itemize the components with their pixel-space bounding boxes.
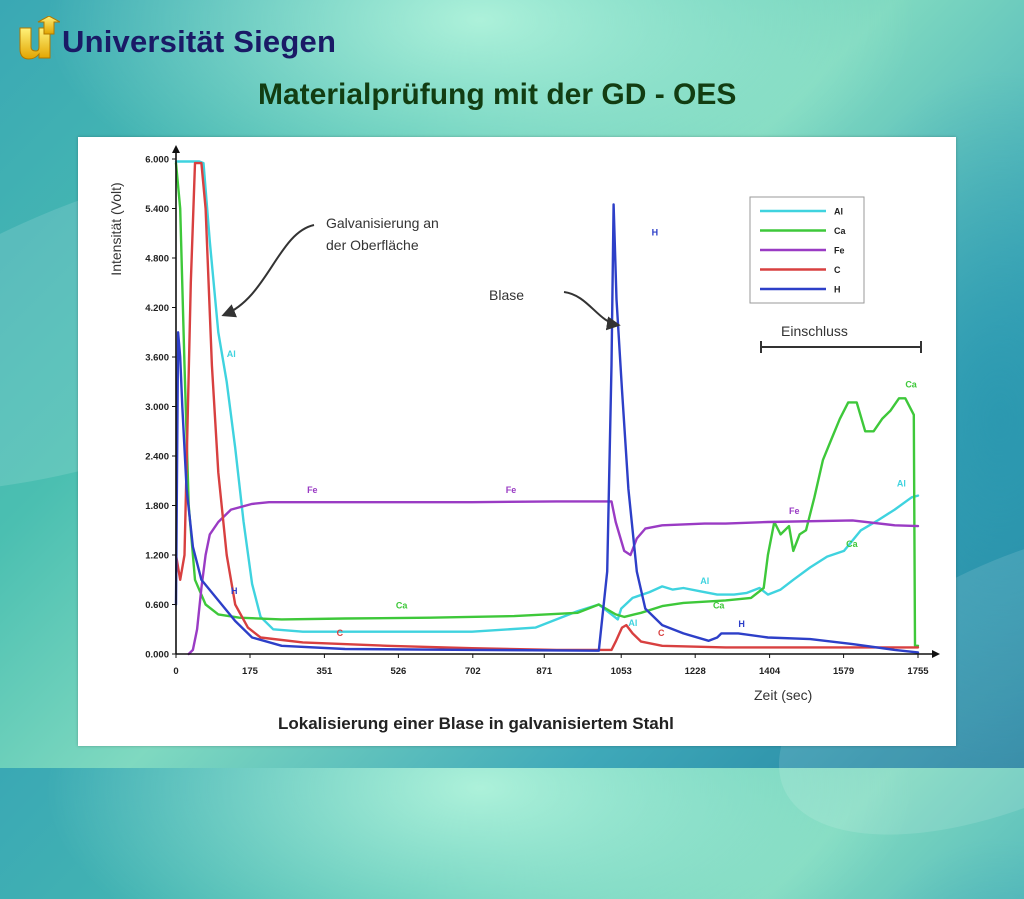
series-label-h: H (652, 228, 659, 238)
series-label-al: Al (897, 479, 906, 489)
x-axis-arrow (932, 650, 940, 658)
y-tick-label: 5.400 (145, 204, 169, 215)
series-label-ca: Ca (905, 380, 917, 390)
series-label-c: C (337, 628, 344, 638)
x-tick-label: 526 (390, 666, 406, 677)
series-label-al: Al (628, 618, 637, 628)
annotation-blase-arrow (563, 291, 621, 331)
x-tick-label: 351 (316, 666, 333, 677)
series-line-al (174, 160, 920, 633)
university-logo (18, 15, 61, 60)
x-axis-title: Zeit (sec) (754, 687, 812, 703)
legend-label-h: H (834, 285, 841, 295)
series-label-h: H (738, 619, 745, 629)
annotation-galvanisierung-line2: der Oberfläche (326, 237, 419, 253)
x-tick-label: 0 (173, 666, 178, 677)
legend-label-c: C (834, 265, 841, 275)
series-label-fe: Fe (307, 485, 318, 495)
annotation-galvanisierung-arrow (221, 224, 315, 318)
x-tick-label: 1053 (611, 666, 632, 677)
slide-title: Materialprüfung mit der GD - OES (258, 78, 737, 111)
chart-legend: Al Ca Fe CH (749, 196, 865, 304)
y-tick-label: 3.600 (145, 353, 169, 364)
y-axis-arrow (172, 145, 180, 153)
y-axis-title: Intensität (Volt) (108, 182, 124, 275)
y-tick-label: 6.000 (145, 155, 169, 166)
y-tick-label: 0.000 (145, 650, 169, 661)
y-tick-label: 4.800 (145, 254, 169, 265)
series-line-c (174, 161, 920, 652)
x-tick-label: 1755 (907, 666, 929, 677)
series-label-h: H (231, 586, 238, 596)
x-tick-label: 1404 (759, 666, 781, 677)
y-tick-label: 0.600 (145, 600, 169, 611)
series-label-fe: Fe (506, 485, 517, 495)
series-label-c: C (658, 628, 665, 638)
y-tick-label: 2.400 (145, 452, 169, 463)
line-chart: 0.000 0.600 1.200 1.800 2.400 3.000 3.600 4.200… (108, 145, 940, 733)
series-label-ca: Ca (396, 601, 408, 611)
legend-label-ca: Ca (834, 226, 846, 236)
y-tick-label: 3.000 (145, 402, 169, 413)
chart-panel: 0.000 0.600 1.200 1.800 2.400 3.000 3.600 4.200… (78, 137, 956, 746)
series-line-ca (174, 161, 920, 647)
series-line-h (174, 203, 920, 654)
series-label-fe: Fe (789, 506, 800, 516)
chart-caption: Lokalisierung einer Blase in galvanisier… (278, 714, 674, 733)
y-tick-label: 4.200 (145, 303, 169, 314)
y-tick-label: 1.800 (145, 501, 169, 512)
series-line-fe (187, 500, 920, 656)
legend-label-fe: Fe (834, 246, 845, 256)
series-label-ca: Ca (713, 601, 725, 611)
x-tick-label: 1228 (685, 666, 706, 677)
legend-label-al: Al (834, 207, 843, 217)
x-tick-label: 702 (465, 666, 481, 677)
x-tick-label: 871 (536, 666, 553, 677)
annotation-blase: Blase (489, 287, 524, 303)
x-tick-label: 175 (242, 666, 259, 677)
series-label-al: Al (227, 349, 236, 359)
x-tick-label: 1579 (833, 666, 854, 677)
y-tick-label: 1.200 (145, 551, 169, 562)
annotation-einschluss: Einschluss (781, 323, 848, 339)
series-label-ca: Ca (846, 539, 858, 549)
annotation-galvanisierung-line1: Galvanisierung an (326, 215, 439, 231)
university-name: Universität Siegen (62, 24, 337, 59)
einschluss-range-bracket (760, 341, 922, 353)
series-label-al: Al (700, 576, 709, 586)
